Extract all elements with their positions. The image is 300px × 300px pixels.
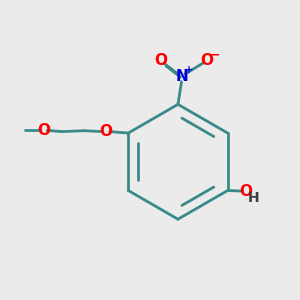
Text: O: O (37, 123, 50, 138)
Text: O: O (200, 53, 213, 68)
Text: O: O (154, 53, 167, 68)
Text: O: O (239, 184, 252, 199)
Text: +: + (185, 65, 193, 75)
Text: H: H (248, 191, 260, 206)
Text: −: − (210, 48, 220, 62)
Text: O: O (100, 124, 113, 139)
Text: N: N (175, 69, 188, 84)
